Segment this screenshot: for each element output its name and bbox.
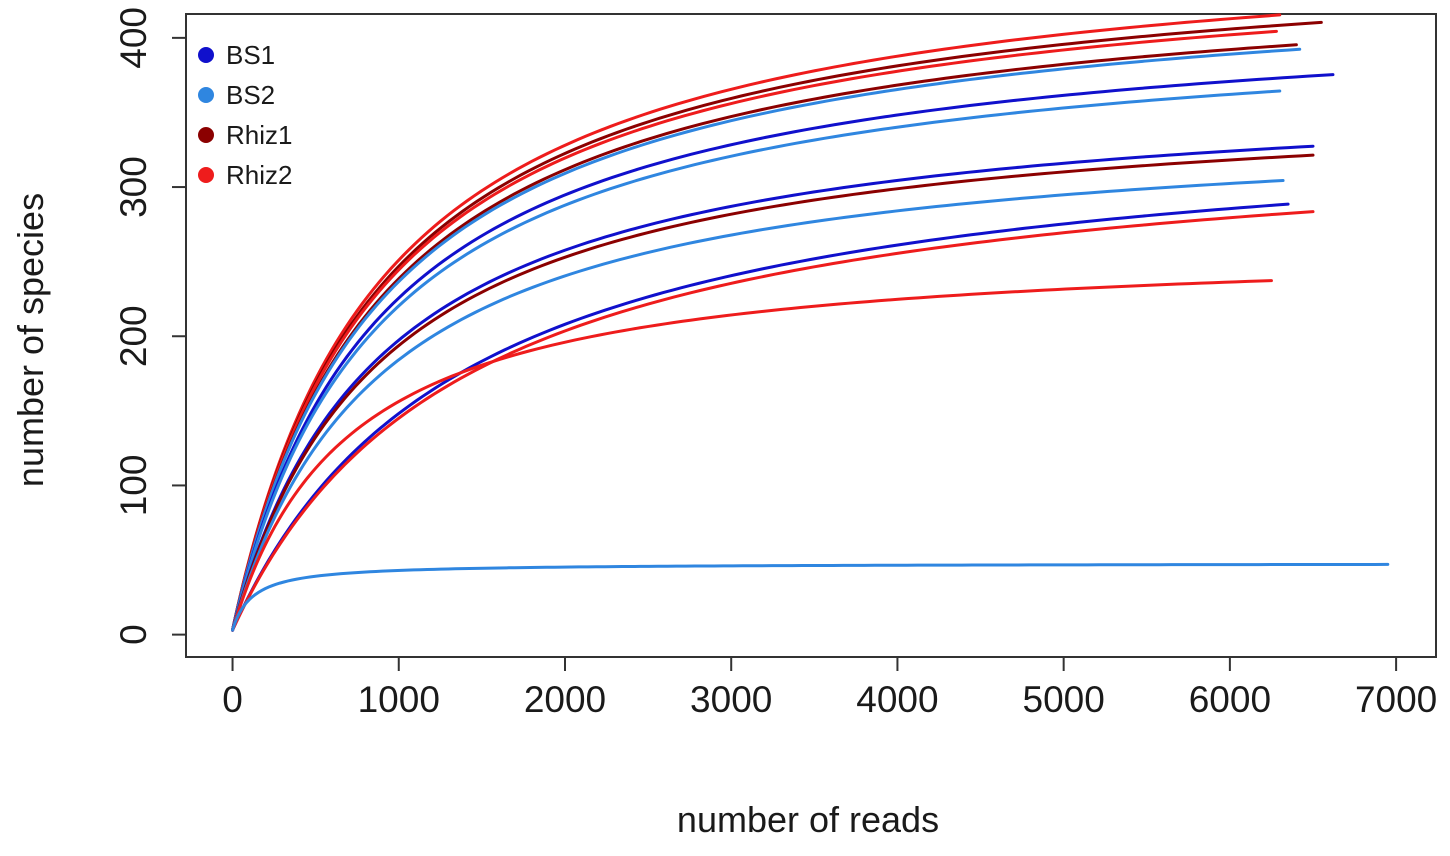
x-tick-label: 3000	[690, 679, 772, 720]
y-tick-label: 200	[113, 305, 154, 367]
series-line-rhiz2	[231, 210, 1315, 632]
series-line-rhiz2	[231, 279, 1273, 632]
series-line-rhiz2	[231, 13, 1282, 632]
y-tick-label: 300	[113, 156, 154, 218]
y-tick-label: 0	[113, 624, 154, 645]
plot-frame	[185, 13, 1437, 658]
y-axis: 0 100 200 300 400	[113, 7, 187, 645]
legend: BS1 BS2 Rhiz1 Rhiz2	[198, 40, 292, 190]
x-tick-label: 5000	[1023, 679, 1105, 720]
legend-label-bs1: BS1	[226, 40, 275, 70]
series-line-bs2	[231, 47, 1302, 632]
series-line-bs1	[231, 144, 1315, 632]
legend-label-bs2: BS2	[226, 80, 275, 110]
y-axis-title: number of species	[10, 193, 51, 487]
x-tick-label: 4000	[856, 679, 938, 720]
series-layer	[231, 13, 1390, 632]
series-line-bs2	[231, 179, 1285, 632]
x-axis: 0 1000 2000 3000 4000 5000 6000 7000	[222, 656, 1437, 720]
series-line-rhiz1	[231, 153, 1315, 632]
series-line-bs2	[231, 89, 1282, 632]
x-tick-label: 0	[222, 679, 243, 720]
legend-marker-rhiz2	[198, 167, 214, 183]
legend-marker-bs2	[198, 87, 214, 103]
series-line-bs2	[231, 562, 1390, 632]
x-tick-label: 1000	[358, 679, 440, 720]
legend-label-rhiz1: Rhiz1	[226, 120, 292, 150]
legend-marker-rhiz1	[198, 127, 214, 143]
x-tick-label: 2000	[524, 679, 606, 720]
x-tick-label: 7000	[1355, 679, 1437, 720]
series-line-rhiz1	[231, 20, 1323, 632]
legend-label-rhiz2: Rhiz2	[226, 160, 292, 190]
series-line-rhiz1	[231, 43, 1298, 632]
x-axis-title: number of reads	[677, 799, 939, 840]
legend-marker-bs1	[198, 47, 214, 63]
series-line-rhiz2	[231, 29, 1278, 632]
x-tick-label: 6000	[1189, 679, 1271, 720]
series-line-bs1	[231, 73, 1335, 632]
y-tick-label: 100	[113, 455, 154, 517]
y-tick-label: 400	[113, 7, 154, 69]
